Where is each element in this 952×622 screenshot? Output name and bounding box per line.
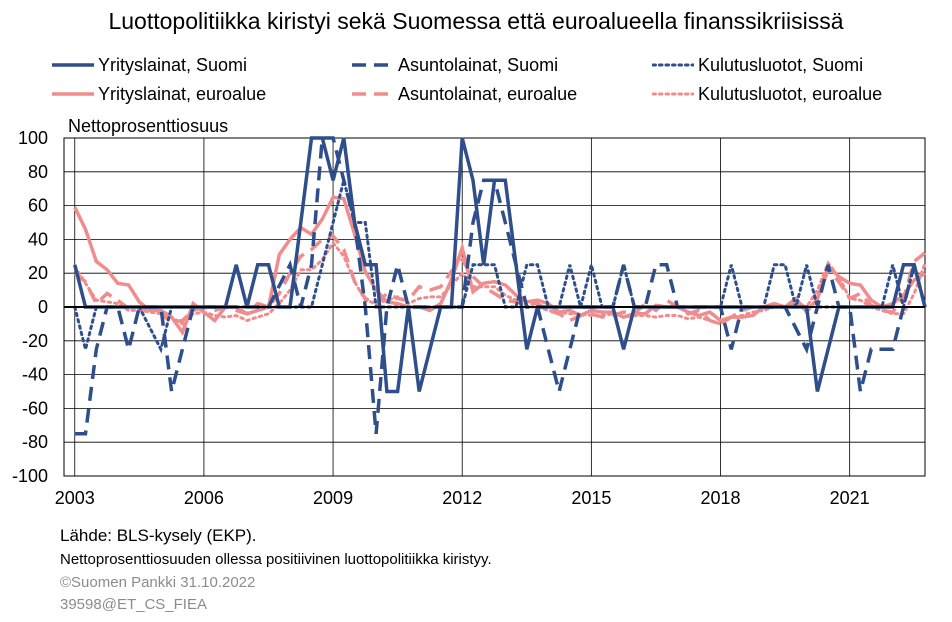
legend-item-yrityslainat-suomi: Yrityslainat, Suomi: [52, 52, 247, 78]
series-line-yrityslainat-suomi: [73, 136, 927, 394]
legend-label: Kulutusluotot, Suomi: [698, 54, 864, 75]
y-tick-label: -40: [22, 365, 48, 385]
series-line-asuntolainat-suomi: [74, 136, 927, 436]
legend-line-dash-blue-icon: [352, 63, 394, 67]
legend-label: Kulutusluotot, euroalue: [698, 83, 883, 104]
legend-label: Asuntolainat, Suomi: [398, 54, 559, 75]
y-tick-label: 100: [18, 128, 48, 148]
x-tick-label: 2009: [313, 488, 353, 508]
y-tick-label: -80: [22, 432, 48, 452]
legend-item-asuntolainat-euroalue: Asuntolainat, euroalue: [352, 81, 577, 107]
legend-line-solid-pink-icon: [52, 92, 94, 96]
copyright: ©Suomen Pankki 31.10.2022: [60, 574, 256, 591]
y-tick-label: 20: [28, 263, 48, 283]
series-line-asuntolainat-euroalue: [73, 233, 927, 326]
chart-code: 39598@ET_CS_FIEA: [60, 596, 207, 613]
x-tick-label: 2003: [55, 488, 95, 508]
legend-item-yrityslainat-euroalue: Yrityslainat, euroalue: [52, 81, 266, 107]
x-tick-label: 2021: [830, 488, 870, 508]
y-tick-label: -20: [22, 331, 48, 351]
legend-label: Yrityslainat, Suomi: [98, 54, 248, 75]
x-tick-label: 2015: [571, 488, 611, 508]
chart-title: Luottopolitiikka kiristyi sekä Suomessa …: [108, 8, 844, 34]
y-tick-label: 40: [28, 229, 48, 249]
y-tick-label: 60: [28, 196, 48, 216]
legend-item-kulutusluotot-euroalue: Kulutusluotot, euroalue: [652, 81, 882, 107]
x-tick-label: 2006: [184, 488, 224, 508]
y-tick-label: 80: [28, 162, 48, 182]
legend: Yrityslainat, Suomi Asuntolainat, Suomi …: [0, 52, 952, 108]
legend-item-asuntolainat-suomi: Asuntolainat, Suomi: [352, 52, 558, 78]
y-axis-title: Nettoprosenttiosuus: [68, 116, 229, 136]
legend-label: Asuntolainat, euroalue: [398, 83, 578, 104]
explanation-note: Nettoprosenttiosuuden ollessa positiivin…: [60, 551, 492, 568]
legend-line-dot-pink-icon: [652, 92, 694, 96]
legend-label: Yrityslainat, euroalue: [98, 83, 267, 104]
x-tick-label: 2012: [442, 488, 482, 508]
legend-line-dash-pink-icon: [352, 92, 394, 96]
source-note: Lähde: BLS-kysely (EKP).: [60, 526, 257, 545]
chart-area: 100 80 60 40 20 0 -20 -40 -60 -80 -100 2003 2006 2009…: [12, 128, 927, 508]
y-tick-label: -100: [12, 466, 48, 486]
legend-item-kulutusluotot-suomi: Kulutusluotot, Suomi: [652, 52, 863, 78]
x-tick-label: 2018: [700, 488, 740, 508]
y-tick-label: -60: [22, 398, 48, 418]
y-tick-label: 0: [38, 297, 48, 317]
legend-line-solid-blue-icon: [52, 63, 94, 67]
legend-line-dot-blue-icon: [652, 63, 694, 67]
